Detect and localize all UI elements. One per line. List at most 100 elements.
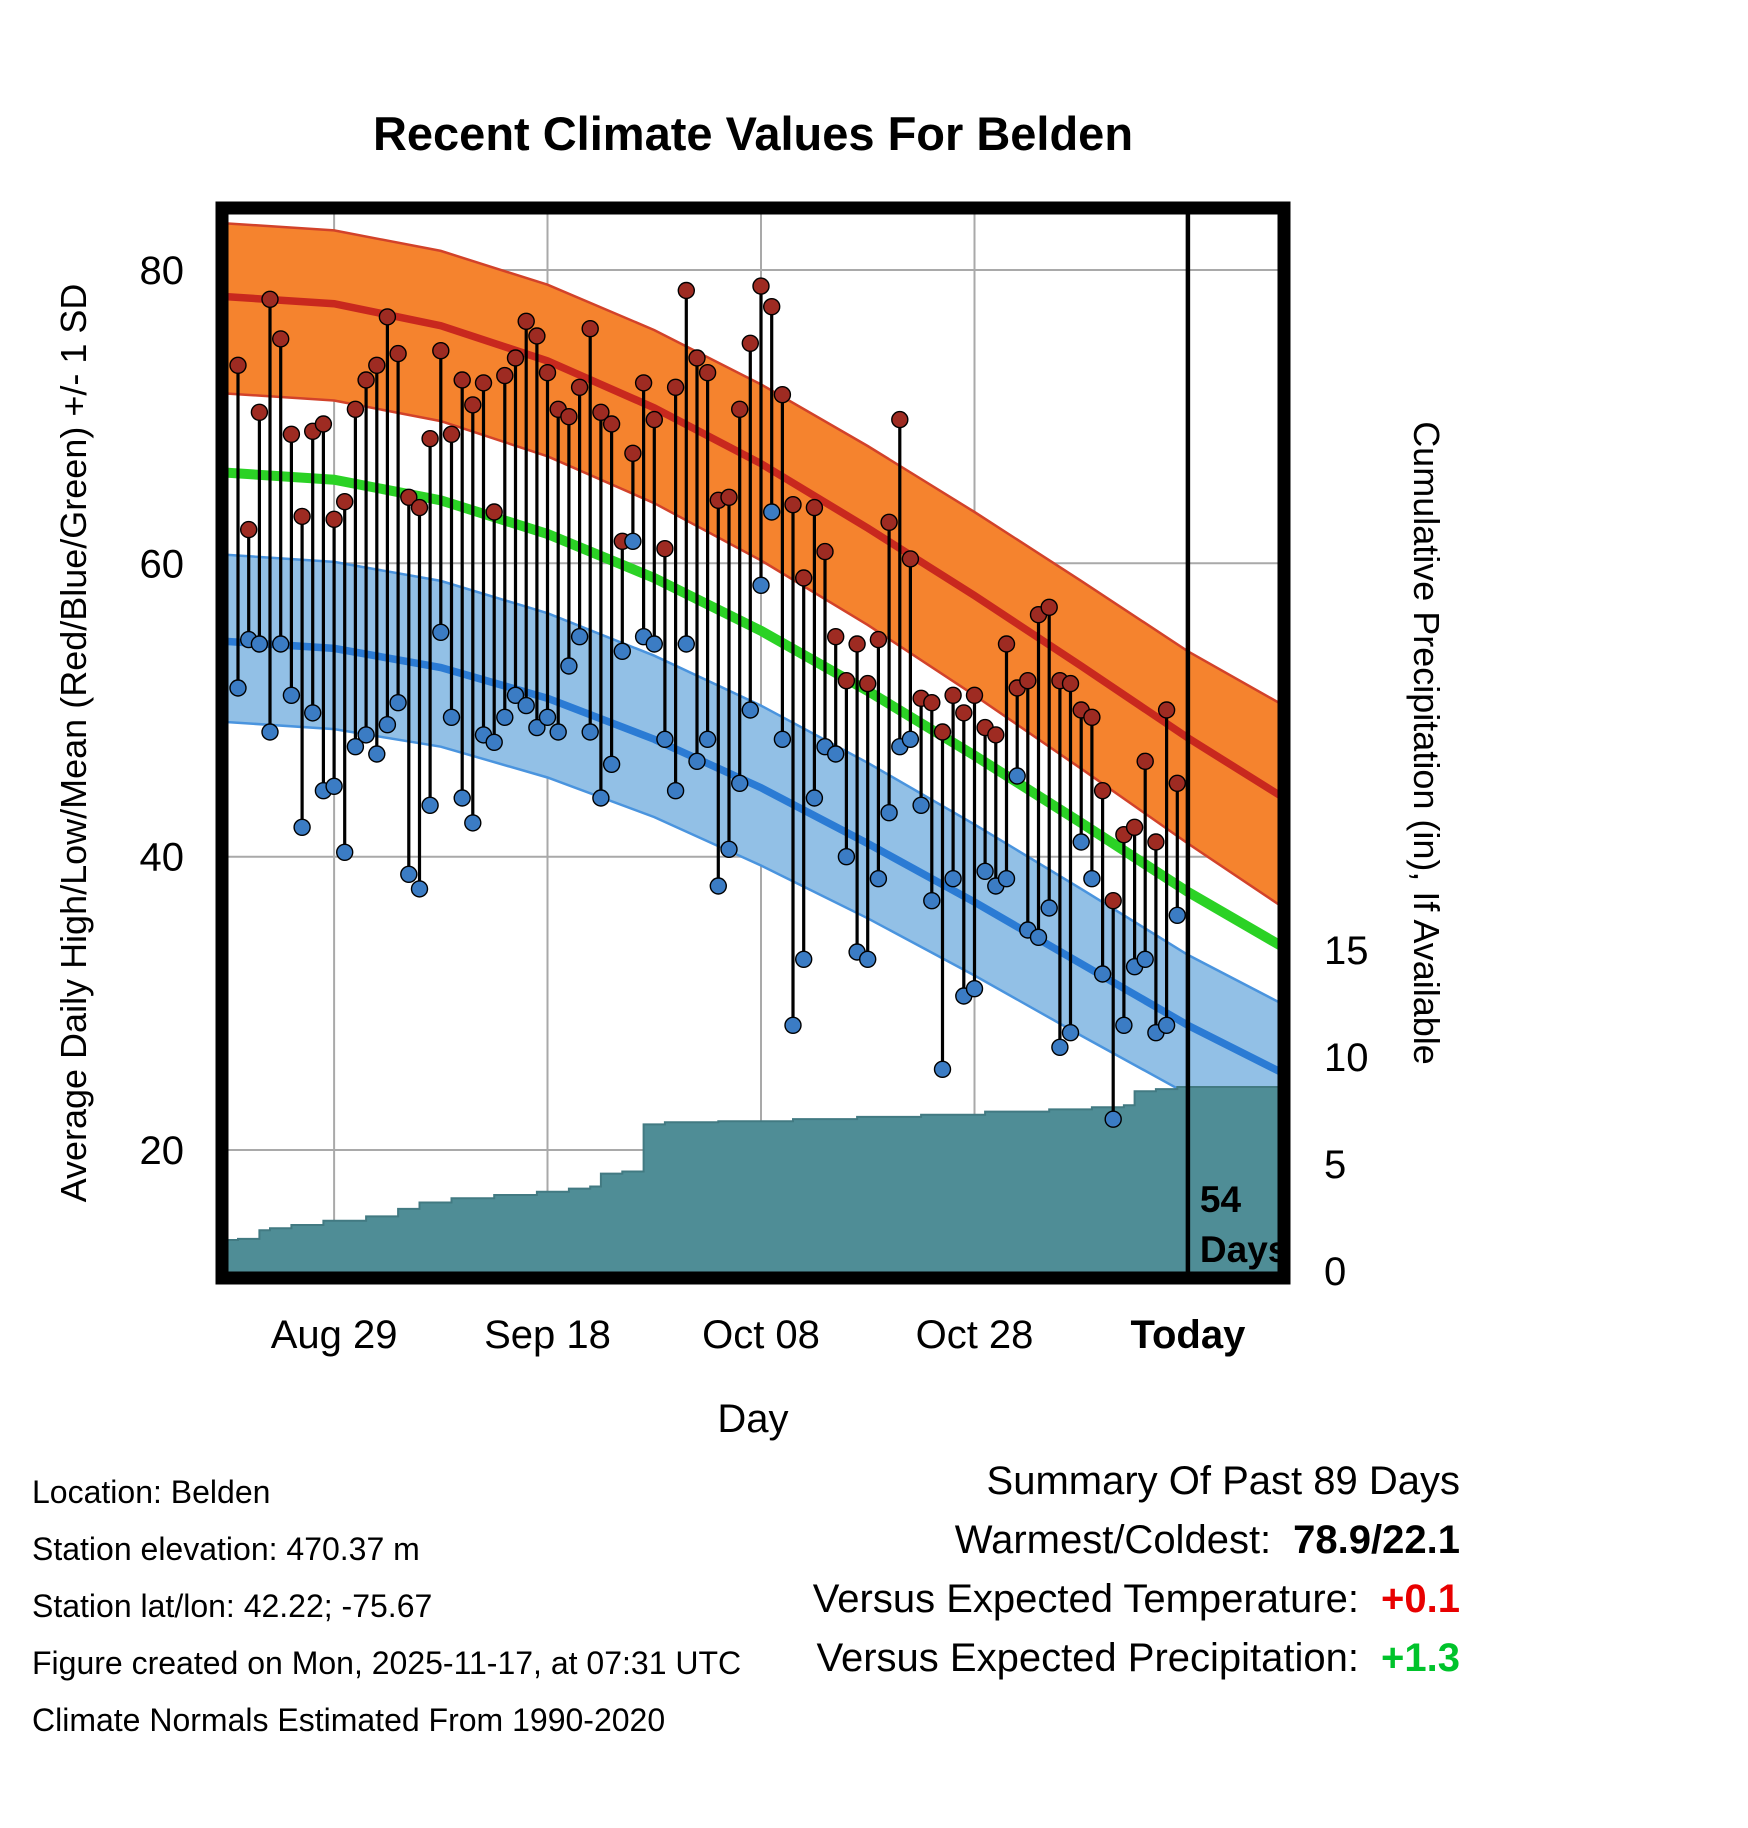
low-band-upper-edge bbox=[220, 553, 1286, 1007]
daily-high-dot bbox=[400, 488, 418, 506]
daily-high-dot bbox=[464, 396, 482, 414]
daily-low-dot bbox=[325, 777, 343, 795]
daily-high-dot bbox=[763, 298, 781, 316]
daily-low-dot bbox=[805, 789, 824, 807]
daily-high-dot bbox=[880, 513, 898, 531]
daily-high-dot bbox=[773, 386, 792, 404]
daily-high-dot bbox=[346, 400, 365, 418]
y-left-tick-label: 20 bbox=[140, 1129, 185, 1173]
daily-low-dot bbox=[1115, 1016, 1133, 1035]
metadata-normals: Climate Normals Estimated From 1990-2020 bbox=[32, 1702, 666, 1738]
daily-high-dot bbox=[827, 628, 845, 646]
daily-high-dot bbox=[410, 498, 429, 517]
x-tick-label: Today bbox=[1130, 1313, 1246, 1357]
daily-low-dot bbox=[517, 696, 535, 715]
daily-high-dot bbox=[869, 630, 888, 649]
x-tick-label: Aug 29 bbox=[271, 1313, 398, 1357]
daily-low-dot bbox=[624, 532, 642, 550]
daily-high-dot bbox=[624, 444, 642, 462]
daily-low-dot bbox=[677, 635, 695, 653]
summary-row-warmest-coldest: Warmest/Coldest: 78.9/22.1 bbox=[813, 1511, 1460, 1570]
daily-high-dot bbox=[698, 364, 717, 382]
daily-low-dot bbox=[528, 718, 546, 737]
daily-high-dot bbox=[1157, 701, 1176, 719]
daily-high-dot bbox=[250, 403, 269, 421]
summary-row-vs-temperature: Versus Expected Temperature: +0.1 bbox=[813, 1570, 1460, 1629]
daily-high-dot bbox=[1104, 892, 1122, 910]
daily-low-dot bbox=[645, 635, 663, 653]
daily-high-dot bbox=[282, 425, 301, 443]
summary-row-vs-precipitation: Versus Expected Precipitation: +1.3 bbox=[813, 1629, 1461, 1688]
daily-low-dot bbox=[496, 708, 514, 726]
daily-low-dot bbox=[731, 774, 749, 792]
daily-low-dot bbox=[336, 843, 354, 861]
chart-title: Recent Climate Values For Belden bbox=[373, 107, 1133, 160]
daily-high-dot bbox=[496, 366, 514, 385]
daily-low-dot bbox=[827, 745, 845, 763]
daily-high-dot bbox=[645, 410, 663, 429]
daily-high-dot bbox=[1147, 833, 1165, 851]
daily-high-dot bbox=[1093, 782, 1112, 800]
plot-frame bbox=[215, 201, 1291, 1285]
y-left-tick-label: 80 bbox=[140, 249, 185, 293]
daily-low-dot bbox=[368, 745, 386, 763]
daily-low-dot bbox=[602, 755, 621, 773]
metadata-latlon: Station lat/lon: 42.22; -75.67 bbox=[32, 1588, 433, 1624]
summary-label: Versus Expected Temperature: bbox=[812, 1577, 1360, 1621]
daily-high-dot bbox=[592, 403, 610, 421]
daily-high-dot bbox=[538, 364, 557, 382]
y-left-tick-label: 40 bbox=[140, 836, 185, 880]
daily-low-dot bbox=[1040, 899, 1058, 917]
summary-value: 78.9/22.1 bbox=[1293, 1518, 1460, 1562]
daily-high-dot bbox=[602, 415, 621, 433]
low-normal-band bbox=[222, 554, 1284, 1139]
daily-high-dot bbox=[1136, 752, 1154, 770]
daily-low-dot bbox=[1136, 950, 1154, 968]
daily-low-dot bbox=[1061, 1023, 1080, 1042]
daily-high-dot bbox=[325, 510, 343, 528]
daily-high-dot bbox=[752, 277, 770, 295]
daily-high-dot bbox=[506, 349, 525, 367]
daily-low-dot bbox=[378, 716, 397, 734]
daily-low-dot bbox=[538, 708, 557, 726]
daily-low-dot bbox=[688, 752, 706, 770]
daily-low-dot bbox=[1157, 1016, 1176, 1035]
daily-low-dot bbox=[421, 796, 439, 814]
daily-low-dot bbox=[698, 730, 717, 748]
daily-low-dot bbox=[304, 704, 322, 722]
daily-low-dot bbox=[1168, 906, 1187, 924]
daily-high-dot bbox=[272, 330, 290, 348]
daily-low-dot bbox=[784, 1016, 802, 1035]
daily-low-dot bbox=[485, 733, 503, 751]
daily-high-dot bbox=[528, 327, 546, 345]
metadata-created: Figure created on Mon, 2025-11-17, at 07… bbox=[32, 1645, 742, 1681]
daily-low-dot bbox=[506, 686, 525, 704]
daily-high-dot bbox=[517, 312, 535, 330]
figure-metadata: Location: Belden Station elevation: 470.… bbox=[32, 1464, 741, 1749]
daily-high-dot bbox=[570, 378, 589, 396]
y-right-tick-label: 10 bbox=[1324, 1036, 1369, 1080]
daily-high-dot bbox=[859, 674, 877, 693]
daily-low-dot bbox=[453, 789, 471, 807]
daily-high-dot bbox=[741, 334, 759, 352]
daily-low-dot bbox=[1051, 1038, 1069, 1057]
daily-high-dot bbox=[357, 371, 375, 389]
normal-low-mean-line bbox=[218, 637, 1288, 1078]
daily-low-dot bbox=[720, 840, 738, 858]
daily-low-dot bbox=[795, 950, 813, 968]
daily-high-dot bbox=[666, 378, 685, 396]
daily-low-dot bbox=[1083, 870, 1101, 888]
daily-high-dot bbox=[805, 498, 824, 517]
daily-high-dot bbox=[677, 281, 695, 300]
daily-high-dot bbox=[1061, 674, 1080, 693]
daily-high-dot bbox=[474, 374, 493, 392]
daily-low-dot bbox=[741, 701, 759, 719]
cumulative-precip-area bbox=[221, 1086, 1285, 1279]
metadata-location: Location: Belden bbox=[32, 1474, 271, 1510]
daily-low-dot bbox=[1072, 833, 1090, 851]
daily-high-dot bbox=[432, 342, 450, 360]
daily-high-dot bbox=[485, 503, 503, 521]
daily-high-dot bbox=[656, 540, 674, 558]
daily-high-dot bbox=[837, 672, 856, 690]
